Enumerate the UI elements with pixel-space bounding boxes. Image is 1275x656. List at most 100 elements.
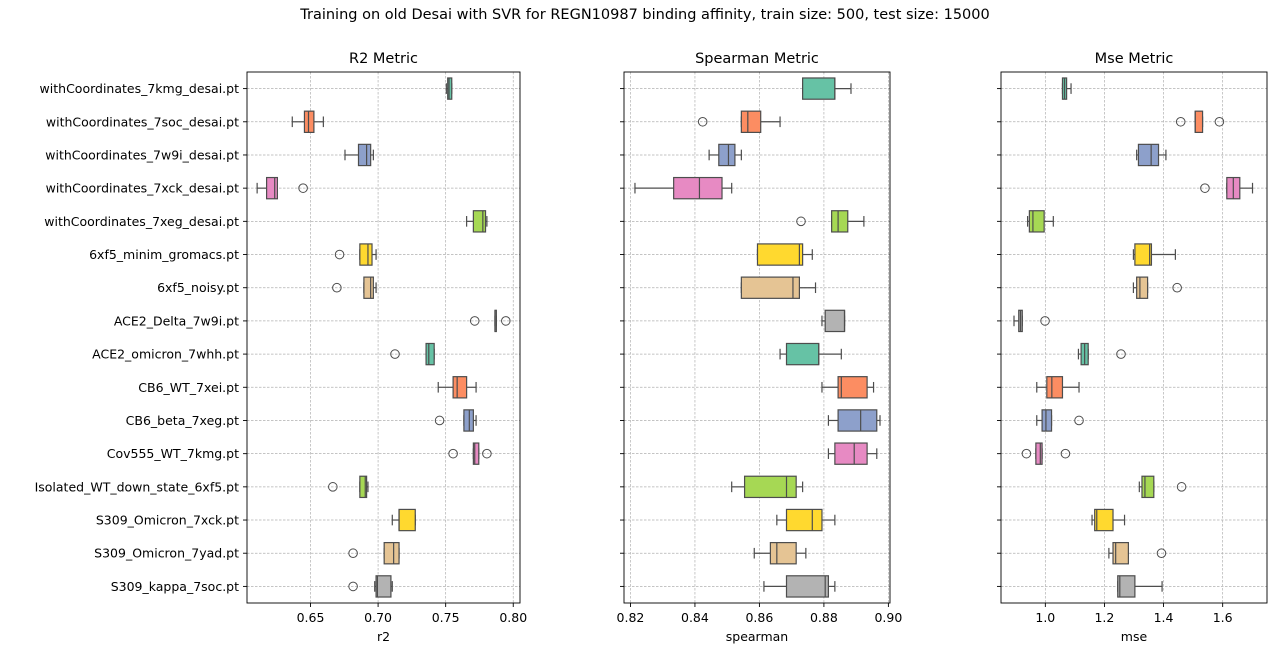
box-iqr: [359, 243, 373, 266]
box-7: [1013, 309, 1050, 333]
box-iqr: [1046, 376, 1064, 399]
box-iqr: [472, 442, 480, 465]
box-2: [708, 143, 742, 167]
flier-point: [1060, 448, 1071, 459]
box-15: [763, 575, 836, 598]
x-tick-label: 0.86: [745, 610, 773, 625]
x-tick-label: 0.75: [432, 610, 460, 625]
x-tick-label: 0.90: [874, 610, 902, 625]
y-tick-label: 6xf5_noisy.pt: [157, 280, 239, 295]
flier-point: [328, 482, 338, 492]
box-iqr: [357, 143, 372, 167]
y-tick-label: CB6_beta_7xeg.pt: [126, 413, 239, 428]
box-9: [1036, 376, 1080, 399]
x-tick-label: 1.2: [1094, 610, 1114, 625]
flier-point: [1116, 349, 1126, 359]
flier-point: [1176, 482, 1187, 492]
flier-point: [1172, 282, 1182, 293]
axes-frame: [246, 71, 521, 604]
box-14: [753, 541, 807, 565]
box-6: [332, 276, 377, 299]
flier-point: [348, 581, 358, 592]
box-5: [756, 243, 813, 266]
box-9: [821, 376, 875, 399]
flier-point: [298, 183, 308, 193]
box-iqr: [383, 541, 400, 565]
figure-title: Training on old Desai with SVR for REGN1…: [300, 7, 990, 23]
box-0: [445, 77, 453, 100]
box-iqr: [1041, 409, 1053, 432]
box-iqr: [756, 243, 804, 266]
box-15: [348, 575, 393, 598]
box-iqr: [425, 342, 435, 366]
box-2: [344, 143, 374, 167]
box-8: [390, 342, 435, 366]
box-iqr: [447, 77, 453, 100]
x-tick-label: 1.6: [1213, 610, 1233, 625]
box-iqr: [834, 442, 868, 465]
box-iqr: [265, 176, 279, 200]
box-iqr: [824, 309, 846, 333]
flier-point: [1040, 316, 1050, 326]
box-iqr: [1117, 575, 1136, 598]
box-iqr: [743, 475, 797, 499]
y-tick-label: ACE2_omicron_7whh.pt: [92, 347, 239, 362]
box-13: [1091, 508, 1126, 532]
y-tick-label: withCoordinates_7w9i_desai.pt: [45, 147, 239, 162]
box-iqr: [472, 210, 487, 233]
flier-point: [482, 448, 492, 459]
box-1: [697, 110, 781, 134]
y-tick-label: S309_kappa_7soc.pt: [111, 579, 239, 594]
box-3: [634, 176, 733, 200]
box-iqr: [398, 508, 416, 532]
flier-point: [501, 316, 511, 326]
flier-point: [1214, 116, 1225, 127]
panel-2: 1.0 1.2 1.4 1.6 Mse Metric mse: [997, 51, 1268, 644]
x-tick-label: 0.84: [681, 610, 709, 625]
y-tick-label: withCoordinates_7xeg_desai.pt: [44, 214, 239, 229]
box-3: [1200, 176, 1254, 200]
box-0: [802, 77, 852, 100]
panel-title: Spearman Metric: [695, 51, 819, 67]
x-tick-label: 0.82: [617, 610, 645, 625]
box-iqr: [1094, 508, 1114, 532]
box-4: [1026, 210, 1054, 233]
flier-point: [796, 216, 806, 227]
box-8: [779, 342, 842, 366]
box-5: [1132, 243, 1176, 266]
box-9: [437, 376, 477, 399]
box-4: [796, 210, 865, 233]
flier-point: [448, 448, 458, 459]
box-iqr: [1112, 541, 1129, 565]
x-tick-label: 1.0: [1035, 610, 1055, 625]
x-tick-label: 1.4: [1154, 610, 1174, 625]
flier-point: [390, 349, 400, 359]
panel-1: 0.82 0.84 0.86 0.88 0.90 Spearman Metric spear…: [617, 51, 903, 644]
box-2: [1136, 143, 1167, 167]
panel-0: 0.65 0.70 0.75 0.80 withCoordinates_7kmg_des…: [35, 51, 528, 644]
box-iqr: [375, 575, 392, 598]
panel-title: R2 Metric: [349, 51, 418, 67]
box-3: [256, 176, 308, 200]
flier-point: [1074, 415, 1084, 426]
box-8: [1077, 342, 1126, 366]
y-tick-label: ACE2_Delta_7w9i.pt: [114, 313, 239, 328]
y-tick-label: withCoordinates_7soc_desai.pt: [46, 114, 239, 129]
x-axis-label: mse: [1121, 629, 1148, 644]
flier-point: [332, 282, 342, 293]
box-iqr: [1134, 243, 1153, 266]
box-1: [1175, 110, 1225, 134]
flier-point: [1156, 548, 1167, 559]
box-iqr: [785, 575, 830, 598]
box-iqr: [1028, 210, 1045, 233]
box-iqr: [1136, 276, 1149, 299]
box-0: [1061, 77, 1072, 100]
box-10: [1036, 409, 1084, 432]
y-tick-label: CB6_WT_7xei.pt: [138, 380, 239, 395]
flier-point: [1200, 183, 1210, 193]
y-tick-label: Cov555_WT_7kmg.pt: [107, 446, 239, 461]
box-14: [348, 541, 400, 565]
y-tick-label: withCoordinates_7kmg_desai.pt: [40, 81, 240, 96]
box-iqr: [802, 77, 836, 100]
